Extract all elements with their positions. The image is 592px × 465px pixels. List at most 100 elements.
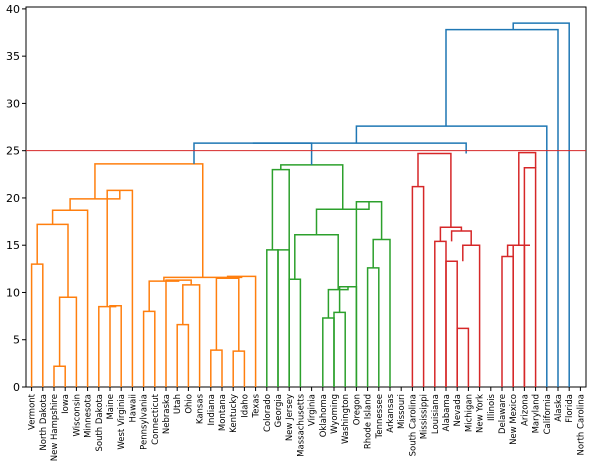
leaf-label: Idaho xyxy=(240,394,250,418)
leaf-label: North Dakota xyxy=(39,394,49,451)
leaf-label: Michigan xyxy=(464,394,474,432)
leaf-label: Indiana xyxy=(207,394,217,425)
leaf-label: Wyoming xyxy=(330,394,340,434)
dendrogram-link xyxy=(182,284,201,387)
leaf-label: South Carolina xyxy=(408,394,418,456)
y-tick-label: 25 xyxy=(6,145,20,158)
y-tick-label: 0 xyxy=(13,381,20,394)
dendrogram-link xyxy=(411,185,425,387)
dendrogram-link xyxy=(142,310,156,387)
y-tick-label: 10 xyxy=(6,286,20,299)
y-tick-label: 5 xyxy=(13,334,20,347)
leaf-label: Texas xyxy=(252,393,262,418)
y-tick-label: 30 xyxy=(6,97,20,110)
y-tick-label: 15 xyxy=(6,239,20,252)
dendrogram-link xyxy=(210,349,223,387)
leaf-label: Minnesota xyxy=(84,394,94,438)
dendrogram-link xyxy=(512,244,526,387)
dendrogram-link xyxy=(501,255,514,387)
dendrogram-link xyxy=(338,286,358,387)
dendrogram-link xyxy=(277,249,290,387)
leaf-label: Mississippi xyxy=(420,394,430,439)
dendrogram-link xyxy=(51,209,89,387)
leaf-label: Massachusetts xyxy=(296,393,306,456)
dendrogram-link xyxy=(417,152,452,228)
dendrogram-link xyxy=(280,164,344,210)
leaf-label: California xyxy=(543,394,553,434)
leaf-label: South Dakota xyxy=(95,394,105,452)
dendrogram-link xyxy=(176,323,190,387)
leaf-label: Maine xyxy=(106,394,116,420)
dendrogram-link xyxy=(355,125,548,387)
leaf-label: Rhode Island xyxy=(364,394,374,449)
dendrogram-link xyxy=(36,223,69,298)
leaf-label: Colorado xyxy=(263,394,273,432)
leaf-label: New Mexico xyxy=(509,394,519,445)
dendrogram-link xyxy=(94,163,204,278)
leaf-label: Utah xyxy=(173,394,183,414)
dendrogram-link xyxy=(165,279,192,387)
leaf-label: Pennsylvania xyxy=(140,394,150,450)
dendrogram-link xyxy=(252,142,467,154)
leaf-label: New Hampshire xyxy=(50,394,60,461)
leaf-label: Alabama xyxy=(442,394,452,431)
dendrogram-link xyxy=(372,238,391,387)
leaf-label: Montana xyxy=(218,394,228,431)
leaf-label: Nevada xyxy=(453,394,463,426)
dendrogram-link xyxy=(462,244,481,387)
y-tick-label: 35 xyxy=(6,50,20,63)
dendrogram-link xyxy=(355,200,383,387)
dendrogram-link xyxy=(226,275,257,387)
dendrogram-link xyxy=(148,280,180,312)
dendrogram-link xyxy=(30,263,44,387)
leaf-label: Alaska xyxy=(554,394,564,422)
dendrogram-link xyxy=(523,166,537,387)
leaf-label: Arizona xyxy=(520,394,530,426)
leaf-label: Kansas xyxy=(196,393,206,424)
leaf-label: Tennessee xyxy=(375,394,385,439)
leaf-label: Vermont xyxy=(28,393,38,430)
dendrogram-link xyxy=(366,267,380,387)
dendrogram-link xyxy=(232,350,246,387)
dendrogram-link xyxy=(445,260,458,387)
dendrogram-link xyxy=(271,168,290,387)
leaf-label: North Carolina xyxy=(576,394,586,455)
leaf-label: Ohio xyxy=(184,394,194,414)
dendrogram-link xyxy=(106,189,134,387)
leaf-label: Wisconsin xyxy=(72,394,82,436)
y-tick-label: 20 xyxy=(6,192,20,205)
leaf-label: Iowa xyxy=(61,394,71,414)
dendrogram-link xyxy=(456,327,470,387)
leaf-label: Delaware xyxy=(498,394,508,434)
dendrogram-link xyxy=(333,311,346,387)
leaf-label: New York xyxy=(476,394,486,433)
dendrogram-link xyxy=(69,190,121,211)
dendrogram-link xyxy=(434,240,447,387)
dendrogram-link xyxy=(450,230,472,246)
leaf-label: Nebraska xyxy=(162,394,172,434)
leaf-label: Missouri xyxy=(397,394,407,429)
dendrogram-link xyxy=(322,317,335,387)
leaf-label: West Virginia xyxy=(117,394,127,450)
dendrogram-link xyxy=(58,296,78,387)
dendrogram-link xyxy=(98,305,117,387)
dendrogram-link xyxy=(518,151,537,246)
leaf-label: Georgia xyxy=(274,394,284,427)
dendrogram-link xyxy=(215,277,240,352)
dendrogram-link xyxy=(288,278,302,387)
plot-frame xyxy=(25,6,587,388)
leaf-label: Virginia xyxy=(308,394,318,426)
plot-area: 0 5 10 15 20 25 30 35 40 Vermont North Dakota New H… xyxy=(6,3,587,461)
leaf-label: Oklahoma xyxy=(319,394,329,437)
leaf-label: Illinois xyxy=(487,393,497,421)
dendrogram-link xyxy=(193,142,313,165)
leaf-label: Connecticut xyxy=(151,393,161,445)
dendrogram-link xyxy=(506,244,530,257)
leaf-label: Kentucky xyxy=(229,394,239,433)
leaf-label: Florida xyxy=(565,394,575,423)
y-tick-label: 40 xyxy=(6,3,20,16)
leaf-label: Louisiana xyxy=(431,394,441,434)
leaf-label: Oregon xyxy=(352,394,362,425)
dendrogram-link xyxy=(294,234,339,290)
